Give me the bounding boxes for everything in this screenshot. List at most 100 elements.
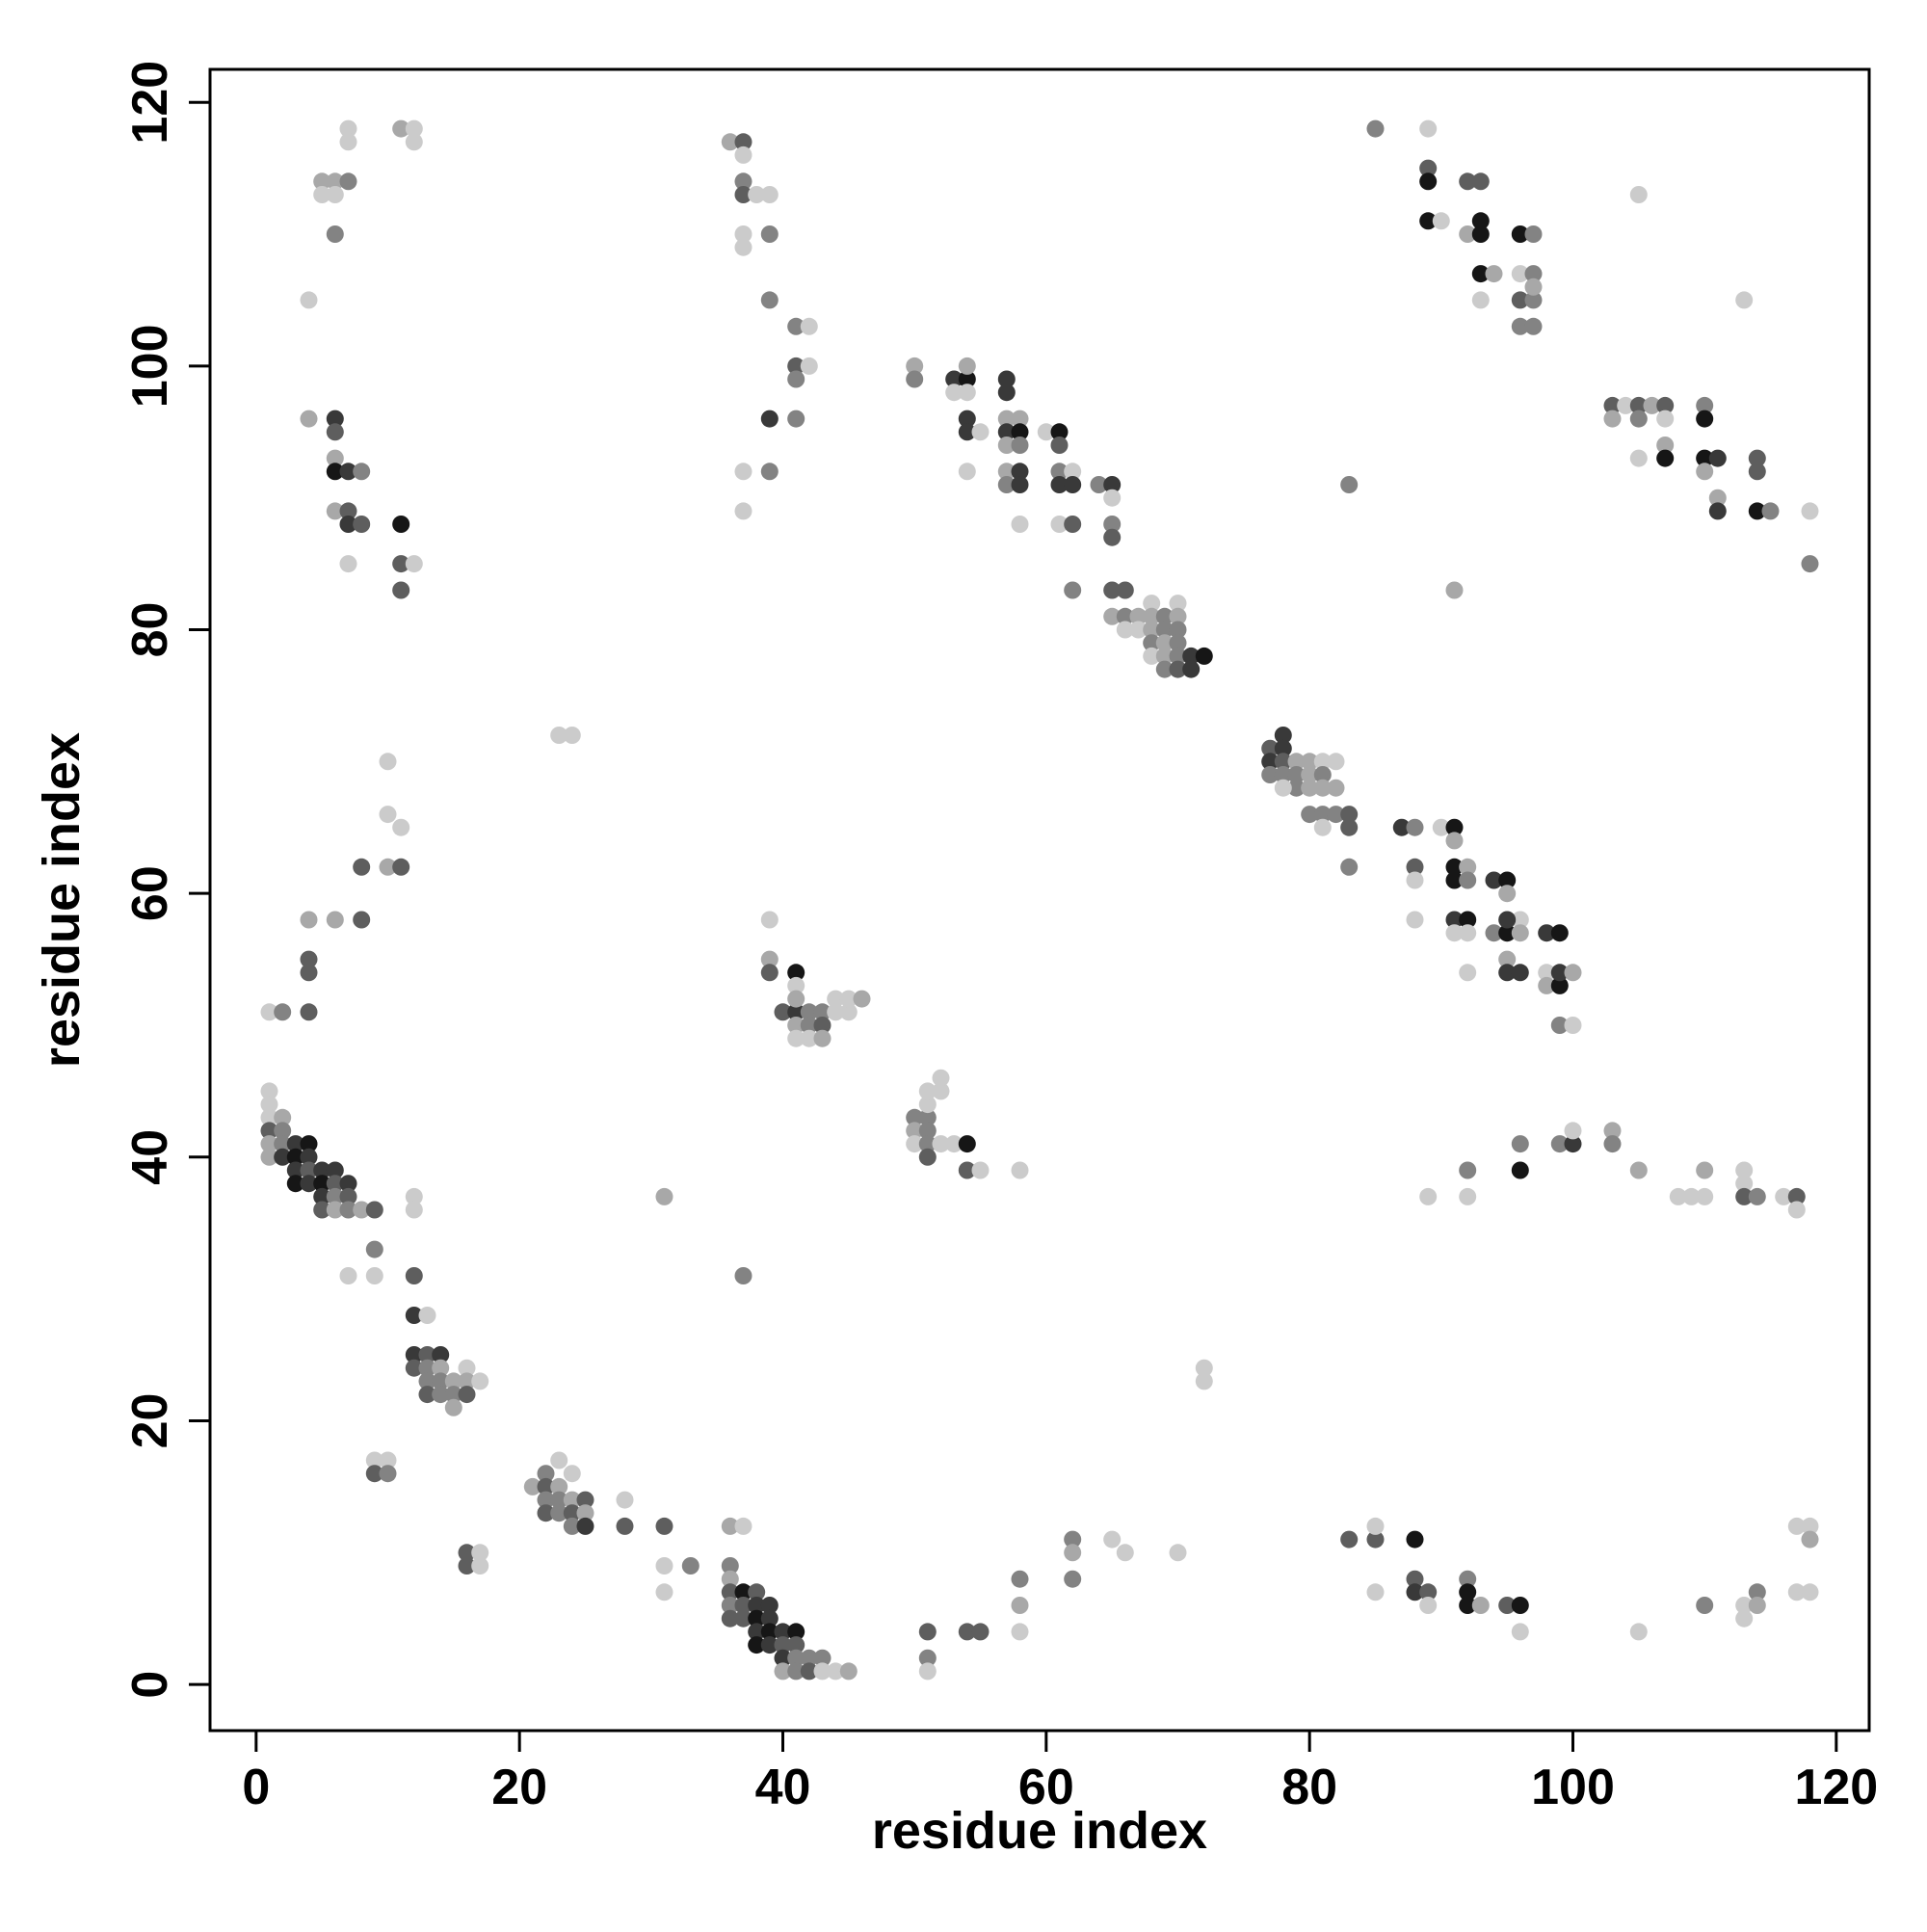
- data-point: [340, 133, 357, 150]
- data-point: [1103, 1531, 1121, 1548]
- data-point: [1498, 912, 1516, 929]
- data-point: [787, 991, 805, 1008]
- data-point: [1433, 212, 1450, 229]
- data-point: [1012, 1597, 1029, 1614]
- data-point: [933, 1070, 950, 1087]
- data-point: [1696, 1188, 1713, 1205]
- data-point: [919, 1623, 937, 1640]
- data-point: [998, 384, 1016, 401]
- data-point: [959, 357, 976, 375]
- data-point: [1064, 582, 1081, 599]
- data-point: [1340, 819, 1358, 836]
- data-point: [1064, 1571, 1081, 1588]
- x-tick-label: 20: [491, 1760, 547, 1815]
- data-point: [340, 172, 357, 190]
- data-point: [919, 1662, 937, 1680]
- data-point: [301, 964, 318, 981]
- data-point: [1788, 1202, 1806, 1219]
- data-point: [1117, 582, 1134, 599]
- data-point: [1565, 1122, 1582, 1139]
- data-point: [1459, 1188, 1476, 1205]
- data-point: [1472, 172, 1490, 190]
- data-point: [1802, 555, 1819, 572]
- data-point: [1196, 648, 1213, 665]
- data-point: [577, 1518, 594, 1535]
- data-point: [1407, 819, 1424, 836]
- data-point: [761, 291, 779, 308]
- data-point: [1472, 1597, 1490, 1614]
- data-point: [1103, 490, 1121, 507]
- data-point: [1565, 964, 1582, 981]
- data-point: [854, 991, 871, 1008]
- data-point: [1709, 450, 1727, 467]
- data-point: [471, 1372, 488, 1389]
- data-point: [682, 1557, 700, 1575]
- data-point: [327, 186, 344, 203]
- data-point: [972, 1623, 990, 1640]
- data-point: [327, 225, 344, 243]
- data-point: [1367, 1518, 1385, 1535]
- data-point: [1407, 912, 1424, 929]
- data-point: [274, 1003, 291, 1020]
- data-point: [972, 1162, 990, 1179]
- data-point: [1630, 450, 1648, 467]
- data-point: [353, 463, 370, 480]
- data-point: [1446, 832, 1464, 849]
- data-point: [761, 463, 779, 480]
- data-point: [959, 463, 976, 480]
- y-tick-label: 80: [122, 602, 178, 658]
- data-point: [1367, 120, 1385, 138]
- data-point: [959, 1135, 976, 1152]
- data-point: [1498, 885, 1516, 902]
- data-point: [1328, 753, 1345, 770]
- data-point: [1367, 1583, 1385, 1601]
- data-point: [1735, 291, 1753, 308]
- data-point: [1696, 1597, 1713, 1614]
- y-tick-label: 100: [122, 324, 178, 408]
- data-point: [787, 371, 805, 388]
- data-point: [392, 582, 409, 599]
- data-point: [761, 186, 779, 203]
- data-point: [392, 859, 409, 876]
- data-point: [327, 912, 344, 929]
- data-point: [906, 371, 923, 388]
- data-point: [1656, 410, 1674, 428]
- data-point: [353, 859, 370, 876]
- data-point: [801, 357, 818, 375]
- data-point: [392, 819, 409, 836]
- data-point: [1630, 410, 1648, 428]
- data-point: [1525, 225, 1543, 243]
- data-point: [1328, 780, 1345, 797]
- data-point: [761, 964, 779, 981]
- data-point: [564, 1465, 581, 1482]
- data-point: [1103, 529, 1121, 546]
- data-point: [959, 384, 976, 401]
- data-point: [1012, 1623, 1029, 1640]
- data-point: [1735, 1610, 1753, 1628]
- data-point: [406, 133, 423, 150]
- data-point: [735, 502, 752, 519]
- data-point: [1472, 225, 1490, 243]
- y-tick-label: 20: [122, 1393, 178, 1449]
- data-point: [1012, 516, 1029, 533]
- data-point: [1512, 924, 1529, 941]
- data-point: [380, 753, 397, 770]
- data-point: [735, 146, 752, 164]
- data-point: [1419, 1188, 1437, 1205]
- data-point: [406, 1202, 423, 1219]
- data-point: [1749, 463, 1766, 480]
- data-point: [392, 516, 409, 533]
- data-point: [340, 1267, 357, 1284]
- data-point: [1064, 476, 1081, 493]
- data-point: [1512, 1597, 1529, 1614]
- data-point: [1512, 1135, 1529, 1152]
- data-point: [459, 1386, 476, 1403]
- data-point: [787, 410, 805, 428]
- data-point: [1762, 502, 1780, 519]
- data-point: [656, 1518, 673, 1535]
- data-point: [1749, 1597, 1766, 1614]
- data-point: [1630, 186, 1648, 203]
- data-point: [1170, 1544, 1187, 1561]
- data-point: [1486, 265, 1503, 282]
- data-point: [735, 1518, 752, 1535]
